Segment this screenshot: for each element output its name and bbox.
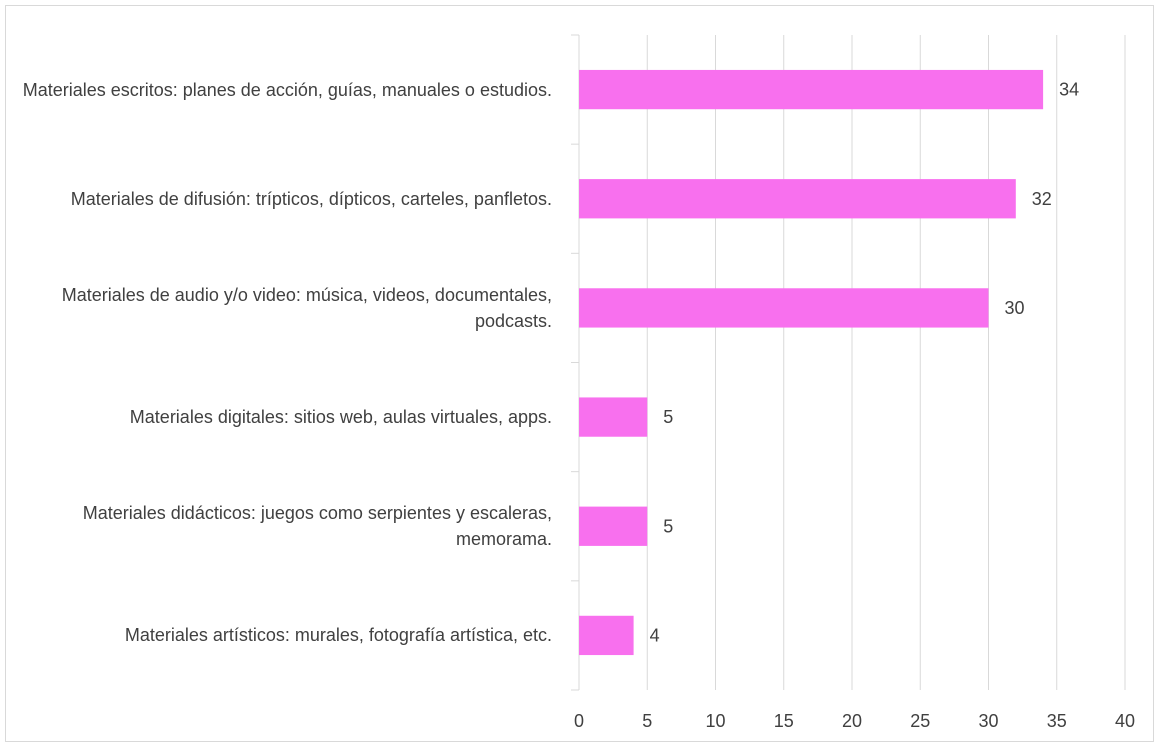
category-label: Materiales didácticos: juegos como serpi… xyxy=(82,503,552,550)
bar xyxy=(579,288,989,328)
category-label: Materiales de difusión: trípticos, dípti… xyxy=(70,188,552,209)
x-tick-label: 15 xyxy=(774,711,794,731)
data-label: 32 xyxy=(1032,189,1052,209)
x-tick-label: 5 xyxy=(642,711,652,731)
x-tick-label: 0 xyxy=(574,711,584,731)
bar xyxy=(579,179,1016,219)
x-tick-label: 10 xyxy=(705,711,725,731)
bar xyxy=(579,506,648,546)
category-label: Materiales digitales: sitios web, aulas … xyxy=(129,407,552,428)
data-label: 4 xyxy=(650,625,660,645)
bar xyxy=(579,69,1044,110)
x-tick-label: 25 xyxy=(910,711,930,731)
category-label: Materiales de audio y/o video: música, v… xyxy=(61,284,552,331)
data-label: 30 xyxy=(1005,298,1025,318)
x-tick-label: 35 xyxy=(1047,711,1067,731)
bar xyxy=(579,397,648,437)
bar xyxy=(579,615,634,656)
data-label: 5 xyxy=(663,516,673,536)
x-tick-label: 40 xyxy=(1115,711,1135,731)
data-label: 34 xyxy=(1059,80,1079,100)
data-label: 5 xyxy=(663,407,673,427)
category-label: Materiales escritos: planes de acción, g… xyxy=(22,79,552,100)
category-label: Materiales artísticos: murales, fotograf… xyxy=(124,625,552,646)
x-tick-label: 20 xyxy=(842,711,862,731)
x-tick-label: 30 xyxy=(978,711,998,731)
